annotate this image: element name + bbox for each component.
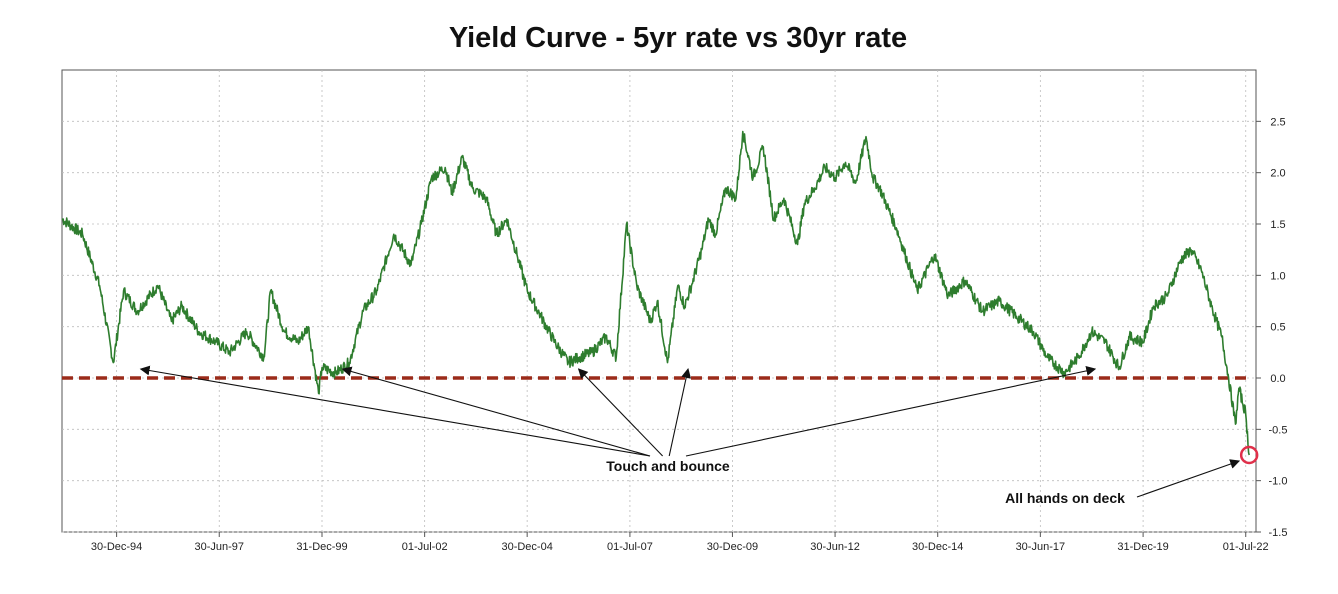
annotation-all-hands-on-deck: All hands on deck — [1005, 490, 1125, 506]
x-tick-label: 30-Dec-09 — [707, 541, 758, 553]
annotation-touch-and-bounce: Touch and bounce — [606, 458, 730, 474]
y-tick-label: -0.5 — [1269, 424, 1288, 436]
y-tick-label: -1.5 — [1269, 527, 1288, 539]
y-tick-label: 2.0 — [1270, 168, 1285, 180]
x-tick-label: 30-Jun-12 — [810, 541, 860, 553]
annotation-arrow — [577, 368, 664, 457]
x-tick-label: 01-Jul-22 — [1223, 541, 1269, 553]
x-tick-label: 30-Jun-97 — [194, 541, 244, 553]
y-tick-label: 0.0 — [1270, 373, 1285, 385]
x-tick-label: 01-Jul-07 — [607, 541, 653, 553]
x-tick-label: 01-Jul-02 — [402, 541, 448, 553]
annotation-arrow — [139, 365, 651, 457]
y-tick-label: 2.5 — [1270, 116, 1285, 128]
annotation-arrow — [341, 366, 651, 457]
x-tick-label: 31-Dec-99 — [296, 541, 347, 553]
y-tick-label: 0.5 — [1270, 322, 1285, 334]
y-tick-label: 1.0 — [1270, 270, 1285, 282]
y-tick-label: -1.0 — [1269, 476, 1288, 488]
highlight-marker — [1239, 445, 1259, 465]
annotation-arrow — [685, 366, 1097, 457]
annotation-arrow — [668, 368, 692, 457]
annotation-arrow — [1136, 459, 1241, 498]
x-tick-label: 30-Dec-04 — [501, 541, 552, 553]
x-tick-label: 30-Dec-14 — [912, 541, 963, 553]
x-tick-label: 30-Jun-17 — [1016, 541, 1066, 553]
plot-area — [61, 69, 1257, 533]
x-tick-label: 31-Dec-19 — [1117, 541, 1168, 553]
chart-title: Yield Curve - 5yr rate vs 30yr rate — [448, 22, 908, 54]
yield-spread-line — [61, 130, 1250, 456]
x-tick-label: 30-Dec-94 — [91, 541, 142, 553]
y-tick-label: 1.5 — [1270, 219, 1285, 231]
